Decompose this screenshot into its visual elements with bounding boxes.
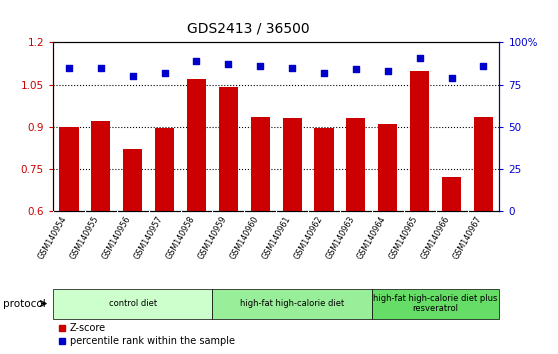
Point	[479, 63, 488, 69]
Text: GSM140957: GSM140957	[132, 215, 165, 261]
Text: high-fat high-calorie diet: high-fat high-calorie diet	[240, 299, 344, 308]
Text: GSM140958: GSM140958	[165, 215, 196, 261]
Bar	[282, 118, 302, 211]
Text: GSM140961: GSM140961	[260, 215, 292, 261]
Text: GSM140962: GSM140962	[292, 215, 324, 261]
Bar	[219, 87, 238, 211]
Point	[288, 65, 297, 70]
Bar	[474, 117, 493, 211]
Text: GSM140956: GSM140956	[100, 215, 133, 261]
Bar	[442, 177, 461, 211]
Text: protocol: protocol	[3, 298, 46, 309]
Text: high-fat high-calorie diet plus
resveratrol: high-fat high-calorie diet plus resverat…	[373, 294, 498, 313]
Point	[320, 70, 329, 76]
Text: GSM140963: GSM140963	[324, 215, 356, 261]
Bar	[155, 128, 174, 211]
Text: GSM140955: GSM140955	[69, 215, 101, 261]
Bar	[92, 121, 110, 211]
Point	[128, 73, 137, 79]
Text: GSM140954: GSM140954	[37, 215, 69, 261]
Bar	[59, 126, 79, 211]
Legend: Z-score, percentile rank within the sample: Z-score, percentile rank within the samp…	[58, 324, 234, 346]
Bar	[53, 289, 213, 319]
Text: GSM140960: GSM140960	[228, 215, 260, 261]
Bar	[410, 70, 429, 211]
Point	[65, 65, 74, 70]
Bar	[347, 118, 365, 211]
Text: GDS2413 / 36500: GDS2413 / 36500	[187, 21, 310, 35]
Point	[192, 58, 201, 64]
Point	[97, 65, 105, 70]
Point	[256, 63, 264, 69]
Text: GSM140964: GSM140964	[356, 215, 388, 261]
Text: GSM140966: GSM140966	[420, 215, 451, 261]
Bar	[372, 289, 499, 319]
Text: control diet: control diet	[109, 299, 157, 308]
Bar	[315, 128, 334, 211]
Bar	[378, 124, 397, 211]
Bar	[123, 149, 142, 211]
Bar	[187, 79, 206, 211]
Text: GSM140959: GSM140959	[196, 215, 228, 261]
Point	[447, 75, 456, 81]
Text: GSM140967: GSM140967	[451, 215, 483, 261]
Bar	[251, 117, 270, 211]
Point	[352, 67, 360, 72]
Point	[160, 70, 169, 76]
Text: GSM140965: GSM140965	[388, 215, 420, 261]
Point	[224, 62, 233, 67]
Point	[415, 55, 424, 61]
Bar	[213, 289, 372, 319]
Point	[383, 68, 392, 74]
